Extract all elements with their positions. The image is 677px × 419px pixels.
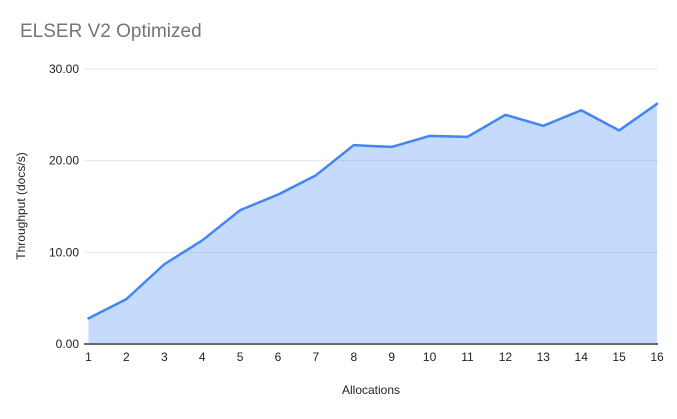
y-tick-label: 20.00 <box>49 154 79 168</box>
x-tick-label: 7 <box>313 350 320 364</box>
x-tick-label: 14 <box>575 350 589 364</box>
x-tick-label: 12 <box>499 350 513 364</box>
x-tick-label: 1 <box>85 350 92 364</box>
x-tick-label: 13 <box>537 350 551 364</box>
x-tick-label: 6 <box>275 350 282 364</box>
y-tick-label: 30.00 <box>49 62 79 76</box>
x-tick-label: 15 <box>612 350 626 364</box>
y-tick-label: 10.00 <box>49 245 79 259</box>
x-tick-label: 4 <box>199 350 206 364</box>
x-tick-label: 3 <box>161 350 168 364</box>
series-area <box>88 103 657 344</box>
x-tick-label: 16 <box>650 350 664 364</box>
y-axis-title-text: Throughput (docs/s) <box>14 152 28 260</box>
x-tick-label: 9 <box>388 350 395 364</box>
chart-title: ELSER V2 Optimized <box>20 21 202 42</box>
x-tick-label: 8 <box>350 350 357 364</box>
series-line <box>87 102 659 320</box>
x-tick-label: 11 <box>461 350 474 364</box>
x-tick-label: 5 <box>237 350 244 364</box>
x-axis-title: Allocations <box>341 383 401 397</box>
y-tick-label: 0.00 <box>56 337 80 351</box>
x-tick-label: 10 <box>423 350 437 364</box>
x-tick-label: 2 <box>123 350 130 364</box>
